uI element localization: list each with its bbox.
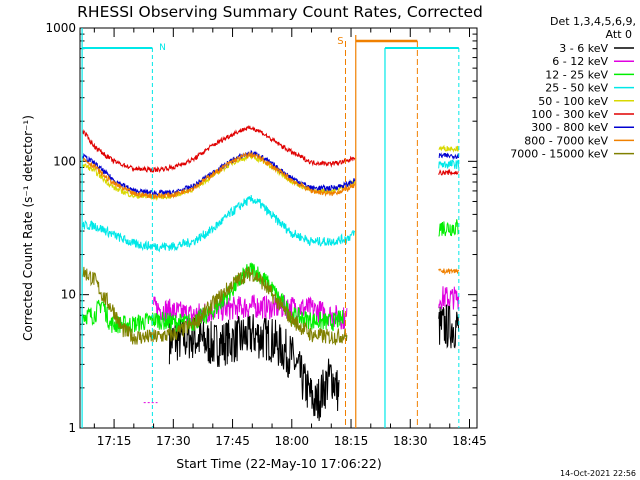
chart-title: RHESSI Observing Summary Count Rates, Co… <box>77 3 483 21</box>
legend-label: 100 - 300 keV <box>531 108 608 121</box>
legend-label: 50 - 100 keV <box>538 95 608 108</box>
series-line-0-segment2 <box>438 304 460 349</box>
x-tick-label: 18:30 <box>393 434 428 448</box>
series-line-6 <box>82 149 356 197</box>
y-tick-label: 1000 <box>45 21 76 35</box>
series-line-1-segment2 <box>438 286 460 310</box>
saa-label: S <box>337 36 343 47</box>
data-series: NS <box>81 28 460 428</box>
y-axis-label: Corrected Count Rate (s⁻¹ detector⁻¹) <box>21 115 35 341</box>
legend-label: 12 - 25 keV <box>545 68 608 81</box>
x-tick-label: 17:30 <box>156 434 191 448</box>
series-line-7-segment2 <box>438 268 460 276</box>
series-line-1 <box>153 294 348 330</box>
axes: 1 10 100 1000 17:15 17:30 17:45 18:00 18:15 18:30… <box>45 21 486 448</box>
series-line-6-segment2 <box>438 152 460 161</box>
footer-timestamp: 14-Oct-2021 22:56 <box>560 469 636 478</box>
x-tick-label: 18:45 <box>452 434 487 448</box>
x-axis-label: Start Time (22-May-10 17:06:22) <box>176 456 381 471</box>
legend-label: 6 - 12 keV <box>552 55 608 68</box>
series-line-3-segment2 <box>438 159 460 170</box>
y-tick-label: 10 <box>61 288 76 302</box>
legend-header-line: Att 0 <box>606 28 632 41</box>
legend-label: 25 - 50 keV <box>545 82 608 95</box>
legend-label: 7000 - 15000 keV <box>510 148 608 161</box>
series-line-3 <box>82 195 356 253</box>
series-line-4-segment2 <box>438 144 459 153</box>
x-tick-label: 18:00 <box>274 434 309 448</box>
y-tick-label: 1 <box>68 421 76 435</box>
legend-label: 300 - 800 keV <box>531 121 608 134</box>
plot-frame <box>79 27 478 429</box>
series-line-5 <box>82 125 356 174</box>
series-line-2 <box>82 262 344 334</box>
x-tick-label: 17:45 <box>215 434 250 448</box>
y-tick-label: 100 <box>53 154 76 168</box>
legend-header-line: Det 1,3,4,5,6,9, <box>550 15 636 28</box>
series-line-0 <box>168 311 340 422</box>
legend-label: 3 - 6 keV <box>559 42 608 55</box>
x-tick-label: 17:15 <box>97 434 132 448</box>
series-line-2-segment2 <box>438 219 460 237</box>
x-tick-label: 18:15 <box>334 434 369 448</box>
night-label: N <box>159 43 166 53</box>
legend-label: 800 - 7000 keV <box>524 134 608 147</box>
series-line-8 <box>82 266 348 346</box>
series-line-7 <box>82 151 356 199</box>
series-line-5-segment2 <box>438 168 459 177</box>
